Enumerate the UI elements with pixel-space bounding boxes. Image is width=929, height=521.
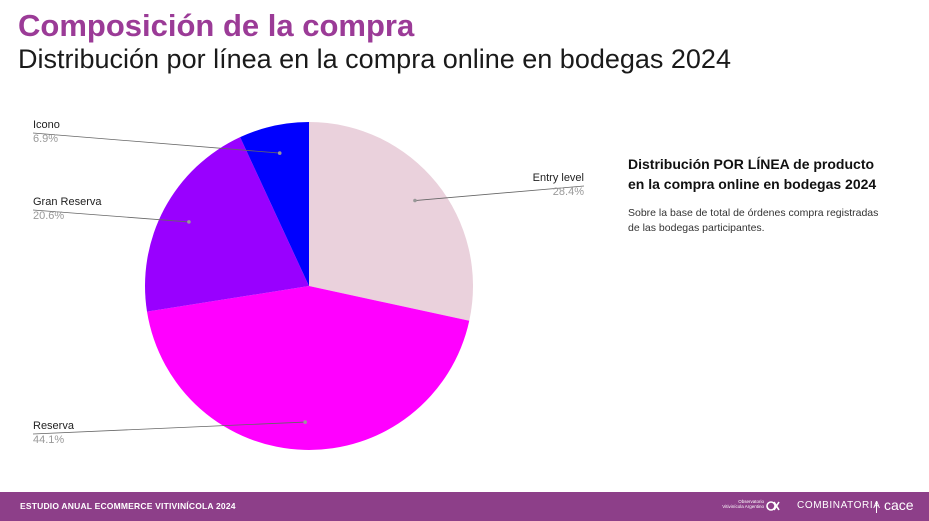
observatorio-logo-icon (766, 501, 780, 511)
slice-label: Entry level (533, 172, 584, 184)
pie-slice-entry-level (309, 122, 473, 321)
pie-slice-icono (240, 122, 309, 286)
leader-dot (187, 220, 191, 224)
leader-line (32, 209, 189, 223)
description-note-line-2: de las bodegas participantes. (628, 222, 765, 234)
slice-value-label: 28.4% (553, 186, 584, 198)
description-heading: Distribución POR LÍNEA de producto en la… (628, 154, 908, 194)
description-note: Sobre la base de total de órdenes compra… (628, 206, 908, 236)
description-note-line-1: Sobre la base de total de órdenes compra… (628, 207, 879, 219)
footer-bar: ESTUDIO ANUAL ECOMMERCE VITIVINÍCOLA 202… (0, 492, 929, 521)
leader-dot (277, 151, 282, 155)
leader-dot (303, 420, 307, 424)
slice-value-label: 20.6% (33, 210, 64, 222)
page-title: Composición de la compra (18, 8, 415, 43)
leader-line (32, 421, 306, 435)
pie-slice-reserva (147, 286, 470, 450)
pie-chart: Entry level 28.4% Reserva 44.1% Gran Reserva… (32, 119, 585, 450)
leader-line (414, 185, 585, 201)
description-heading-line-2: en la compra online en bodegas 2024 (628, 176, 877, 192)
observatorio-logo-text: Observatorio Vitivinícola Argentino (722, 499, 764, 509)
leader-dot (413, 198, 417, 203)
slice-value-label: 6.9% (33, 133, 58, 145)
slice-value-label: 44.1% (33, 434, 64, 446)
cace-logo: cace (884, 497, 914, 513)
leader-line (32, 132, 280, 154)
description-heading-line-1: Distribución POR LÍNEA de producto (628, 156, 875, 172)
slice-label: Reserva (33, 420, 75, 432)
page-subtitle: Distribución por línea en la compra onli… (18, 44, 731, 74)
chart-description: Distribución POR LÍNEA de producto en la… (628, 154, 908, 236)
slice-label: Icono (33, 119, 60, 131)
combinatoria-logo: COMBINATORIA (797, 500, 881, 511)
slice-label: Gran Reserva (33, 196, 102, 208)
footer-text: ESTUDIO ANUAL ECOMMERCE VITIVINÍCOLA 202… (20, 501, 236, 511)
logo-divider (876, 501, 877, 513)
pie-slice-gran-reserva (145, 137, 309, 312)
